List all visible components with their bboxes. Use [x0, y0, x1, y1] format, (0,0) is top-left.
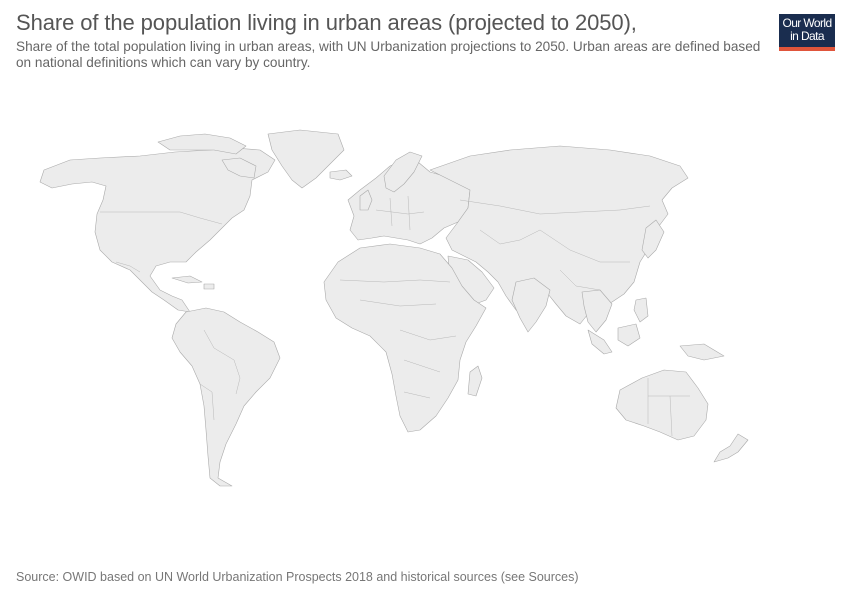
south-america[interactable]: [171, 307, 281, 487]
owid-logo[interactable]: Our World in Data: [779, 14, 835, 51]
us-canada-border: [100, 211, 223, 225]
philippines[interactable]: [633, 297, 649, 323]
great-britain[interactable]: [359, 189, 373, 211]
africa[interactable]: [323, 243, 487, 433]
africa-borders: [339, 279, 457, 399]
chart-subtitle: Share of the total population living in …: [16, 39, 761, 70]
russia-border: [459, 199, 651, 215]
cuba[interactable]: [171, 275, 203, 284]
scandinavia[interactable]: [383, 151, 423, 193]
sumatra[interactable]: [587, 329, 613, 355]
logo-line-1: Our World: [782, 16, 832, 30]
andes-border: [199, 383, 215, 421]
japan[interactable]: [641, 219, 665, 259]
north-america[interactable]: [39, 147, 276, 313]
new-guinea[interactable]: [679, 343, 725, 361]
hispaniola[interactable]: [203, 283, 215, 290]
source-note: Source: OWID based on UN World Urbanizat…: [16, 570, 579, 584]
baffin-island[interactable]: [221, 157, 257, 179]
australia-borders: [647, 378, 690, 437]
greenland[interactable]: [267, 129, 345, 189]
chart-title: Share of the population living in urban …: [16, 10, 637, 35]
indochina[interactable]: [581, 289, 613, 333]
central-asia-border: [479, 229, 541, 245]
europe-borders: [375, 195, 425, 231]
canadian-arctic-islands[interactable]: [157, 133, 247, 155]
logo-line-2: in Data: [790, 29, 824, 43]
china-border: [539, 229, 630, 291]
brazil-border: [203, 329, 241, 395]
new-zealand[interactable]: [713, 433, 749, 463]
borneo[interactable]: [617, 323, 641, 347]
iceland[interactable]: [329, 169, 353, 181]
india[interactable]: [511, 277, 551, 333]
australia[interactable]: [615, 369, 709, 441]
us-mexico-border: [115, 261, 141, 273]
madagascar[interactable]: [467, 365, 483, 397]
